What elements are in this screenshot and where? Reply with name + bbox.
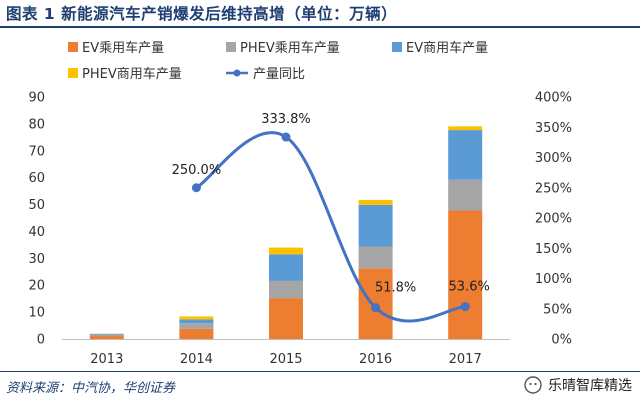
bar-segment [179, 323, 214, 329]
x-axis: 2013 2014 2015 2016 2017 [62, 339, 510, 367]
x-tick-label: 2013 [90, 352, 123, 367]
y-axis-right: 0% 50% 100% 150% 200% 250% 300% 350% 400% [535, 91, 572, 348]
y-left-tick-label: 70 [28, 144, 45, 159]
y-left-tick-label: 60 [28, 171, 45, 186]
legend: EV乘用车产量 PHEV乘用车产量 EV商用车产量 PHEV商用车产量 产量同比 [68, 40, 488, 82]
footer-divider [0, 371, 640, 372]
legend-swatch [392, 42, 402, 52]
legend-label: 产量同比 [253, 67, 305, 82]
bar-segment [358, 204, 393, 247]
bar-segment [269, 298, 303, 339]
x-tick-label: 2015 [269, 352, 302, 367]
y-left-tick-label: 0 [37, 333, 45, 348]
x-tick-label: 2014 [180, 352, 213, 367]
y-right-tick-label: 100% [535, 272, 572, 287]
bar-segment [269, 254, 303, 281]
legend-line-marker [233, 69, 241, 77]
bar-segment [358, 199, 393, 205]
y-right-tick-label: 0% [551, 333, 572, 348]
growth-data-label: 51.8% [375, 281, 416, 296]
growth-point [191, 183, 201, 193]
y-left-tick-label: 20 [28, 279, 45, 294]
bar-segment [179, 316, 214, 320]
x-tick-label: 2016 [359, 352, 392, 367]
y-right-tick-label: 200% [535, 212, 572, 227]
chart-title: 图表 1 新能源汽车产销爆发后维持高增（单位：万辆） [6, 5, 398, 23]
bar-segment [89, 336, 124, 339]
y-left-tick-label: 30 [28, 252, 45, 267]
y-left-tick-label: 90 [28, 91, 45, 106]
x-tick-label: 2017 [449, 352, 482, 367]
legend-label: PHEV乘用车产量 [240, 40, 340, 56]
bar-segment [89, 334, 124, 337]
y-axis-left: 0 10 20 30 40 50 60 70 80 90 [28, 91, 45, 348]
bar-segment [179, 328, 214, 339]
y-left-tick-label: 40 [28, 225, 45, 240]
y-right-tick-label: 350% [535, 121, 572, 136]
growth-line: 250.0% 333.8% 51.8% 53.6% [172, 112, 490, 323]
y-right-tick-label: 150% [535, 242, 572, 257]
bar-segment [89, 333, 124, 335]
growth-data-label: 53.6% [449, 280, 490, 295]
title-divider [0, 26, 640, 28]
growth-point [281, 132, 291, 142]
watermark-text: 乐晴智库精选 [548, 378, 632, 394]
y-left-tick-label: 80 [28, 117, 45, 132]
legend-label: PHEV商用车产量 [82, 66, 182, 82]
growth-data-label: 333.8% [261, 112, 311, 127]
growth-line-path [195, 131, 466, 323]
bar-segment [448, 130, 483, 180]
legend-label: EV商用车产量 [406, 40, 488, 56]
growth-data-label: 250.0% [172, 163, 222, 178]
watermark: 乐晴智库精选 [524, 375, 632, 395]
bar-segment [179, 319, 214, 324]
y-left-tick-label: 10 [28, 306, 45, 321]
bar-series [89, 126, 483, 339]
legend-swatch [68, 42, 78, 52]
wechat-icon [524, 376, 542, 394]
growth-point [460, 302, 470, 312]
legend-swatch [226, 42, 236, 52]
source-note: 资料来源：中汽协，华创证券 [6, 381, 176, 396]
bar-segment [448, 126, 483, 131]
bar-segment [269, 247, 303, 255]
legend-swatch [68, 68, 78, 78]
bar-segment [448, 179, 483, 211]
y-left-tick-label: 50 [28, 198, 45, 213]
legend-label: EV乘用车产量 [82, 40, 164, 56]
bar-segment [448, 210, 483, 339]
growth-point [371, 303, 381, 313]
bar-segment [269, 280, 303, 299]
bar-segment [358, 246, 393, 269]
y-right-tick-label: 50% [543, 302, 572, 317]
y-right-tick-label: 250% [535, 181, 572, 196]
y-right-tick-label: 400% [535, 91, 572, 106]
y-right-tick-label: 300% [535, 151, 572, 166]
